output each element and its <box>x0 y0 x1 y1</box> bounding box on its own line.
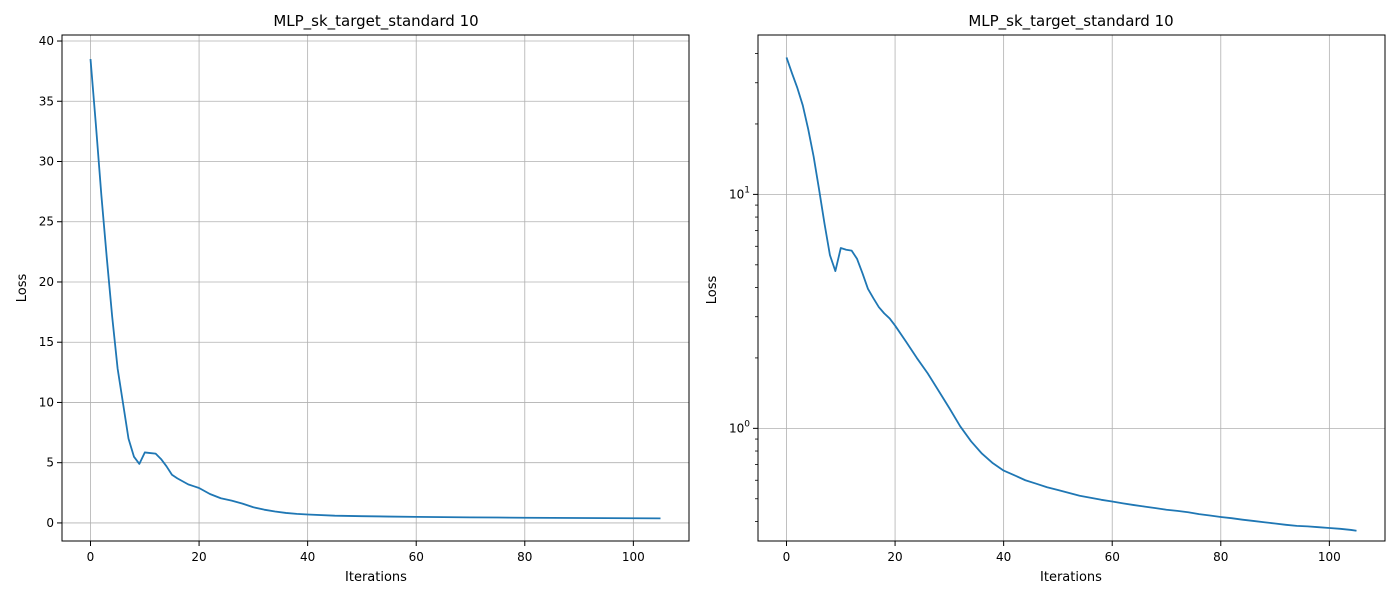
series-lines <box>785 57 1357 532</box>
x-tick-label: 100 <box>1318 550 1341 564</box>
y-tick-label: 25 <box>39 215 54 229</box>
y-tick-label: 35 <box>39 94 54 108</box>
x-axis-ticks: 0 20 40 60 80 100 <box>783 541 1341 564</box>
loss-series-line <box>89 59 661 520</box>
x-tick-label: 0 <box>783 550 791 564</box>
y-axis-ticks: 100 101 <box>729 53 758 522</box>
x-tick-label: 40 <box>300 550 315 564</box>
x-tick-label: 80 <box>1213 550 1228 564</box>
chart-title: MLP_sk_target_standard 10 <box>968 12 1173 31</box>
y-tick-label: 15 <box>39 335 54 349</box>
plot-frame <box>757 34 1386 542</box>
y-tick-label: 20 <box>39 275 54 289</box>
x-tick-label: 0 <box>87 550 95 564</box>
y-tick-label: 100 <box>729 419 750 435</box>
x-tick-label: 60 <box>1105 550 1120 564</box>
grid <box>62 35 689 541</box>
y-axis-label: Loss <box>15 274 30 303</box>
grid <box>758 35 1385 541</box>
x-axis-ticks: 0 20 40 60 80 100 <box>87 541 645 564</box>
right-panel-log: MLP_sk_target_standard 10 0 20 40 60 80 100 1… <box>705 12 1386 585</box>
x-tick-label: 80 <box>517 550 532 564</box>
series-lines <box>89 59 661 520</box>
y-tick-label: 30 <box>39 155 54 169</box>
x-tick-label: 20 <box>887 550 902 564</box>
loss-series-line <box>785 57 1357 532</box>
chart-title: MLP_sk_target_standard 10 <box>273 12 478 31</box>
plot-frame <box>61 34 690 542</box>
y-axis-label: Loss <box>705 276 720 305</box>
x-tick-label: 40 <box>996 550 1011 564</box>
y-axis-ticks: 0 5 10 15 20 25 30 35 40 <box>39 34 62 530</box>
y-tick-label: 101 <box>729 185 750 201</box>
y-tick-label: 5 <box>46 456 54 470</box>
x-axis-label: Iterations <box>345 570 407 585</box>
x-tick-label: 100 <box>622 550 645 564</box>
x-tick-label: 60 <box>409 550 424 564</box>
left-panel-linear: MLP_sk_target_standard 10 0 20 40 60 80 100 0… <box>15 12 690 585</box>
y-tick-label: 40 <box>39 34 54 48</box>
y-tick-label: 0 <box>46 516 54 530</box>
x-tick-label: 20 <box>191 550 206 564</box>
y-tick-label: 10 <box>39 395 54 409</box>
x-axis-label: Iterations <box>1040 570 1102 585</box>
